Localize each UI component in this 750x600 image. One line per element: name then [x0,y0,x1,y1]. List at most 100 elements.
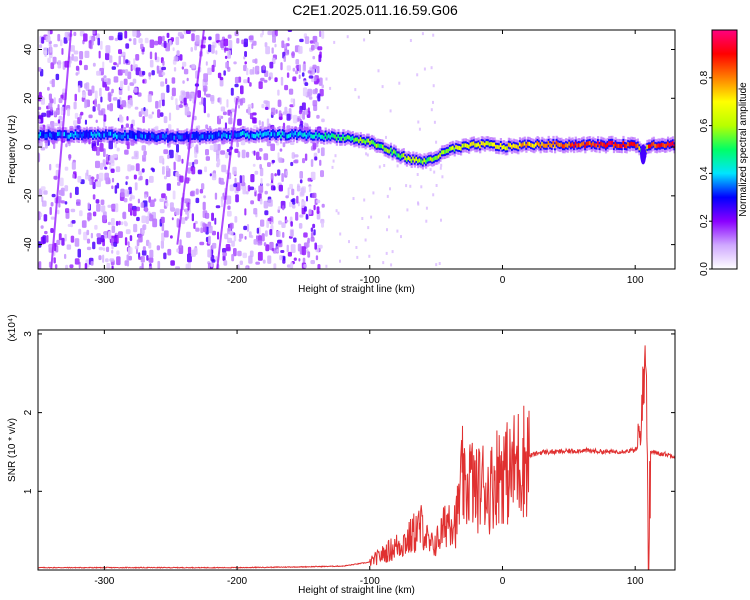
ridge-core [362,139,366,143]
noise-speckle [223,38,229,47]
noise-speckle [293,257,297,261]
noise-speckle [116,250,120,255]
noise-speckle [129,197,132,202]
noise-speckle [298,258,301,262]
ridge-core [444,150,447,154]
ridge-core [302,133,305,138]
ridge-core [342,134,345,139]
noise-speckle [310,227,314,232]
noise-speckle [64,201,68,205]
noise-speckle [176,248,179,253]
ridge-core [418,158,421,163]
noise-speckle [284,106,288,115]
noise-speckle [242,175,245,183]
noise-speckle [43,214,48,222]
noise-speckle [366,153,369,157]
noise-speckle [364,238,367,242]
noise-speckle [290,98,294,103]
noise-speckle [267,199,273,207]
ridge-core [205,135,208,140]
noise-speckle [44,230,48,235]
noise-speckle [83,33,88,42]
noise-speckle [102,254,105,263]
ridge-core [480,141,483,146]
noise-speckle [109,258,115,262]
ridge-core [468,144,471,149]
noise-speckle [197,90,201,98]
noise-speckle [163,205,166,209]
ridge-core [53,134,57,139]
ridge-core [466,144,469,148]
ridge-core [589,141,592,146]
noise-speckle [244,236,247,240]
noise-speckle [199,241,205,246]
ridge-core [512,143,515,148]
noise-speckle [105,258,109,263]
noise-speckle [234,216,238,223]
noise-speckle [208,225,213,234]
ridge-core [389,147,393,152]
noise-speckle [220,181,225,185]
noise-speckle [98,50,101,59]
ridge-core [313,134,316,139]
noise-speckle [208,235,211,245]
noise-speckle [283,56,286,62]
noise-speckle [416,173,419,176]
noise-speckle [217,143,221,151]
ridge-core [334,134,337,139]
ridge-core [272,131,275,136]
noise-speckle [68,154,71,161]
noise-speckle [92,30,96,35]
noise-speckle [316,65,320,74]
noise-speckle [73,56,78,62]
ridge-core [375,143,378,148]
noise-speckle [305,213,308,220]
noise-speckle [227,34,232,39]
noise-speckle [302,110,305,120]
noise-speckle [194,220,198,225]
noise-speckle [258,185,264,193]
noise-speckle [286,264,291,268]
noise-speckle [38,67,42,72]
noise-speckle [310,260,315,265]
noise-speckle [301,200,306,208]
noise-speckle [115,166,121,173]
noise-speckle [134,245,139,250]
noise-speckle [124,189,130,197]
noise-speckle [171,217,174,221]
noise-speckle [339,259,341,263]
noise-speckle [159,155,164,164]
noise-speckle [160,81,165,87]
noise-speckle [225,244,231,251]
noise-speckle [432,193,435,197]
noise-speckle [289,201,293,208]
noise-speckle [260,77,265,81]
noise-speckle [205,81,208,86]
noise-speckle [317,46,323,51]
noise-speckle [239,175,242,184]
noise-speckle [319,159,322,166]
noise-speckle [295,211,299,221]
noise-speckle [262,259,266,264]
ridge-core [426,157,429,162]
noise-speckle [293,237,297,243]
colorbar-tick-label: 0.4 [699,166,710,180]
noise-speckle [97,37,100,46]
noise-speckle [268,76,271,81]
ridge-core [541,141,544,146]
noise-speckle [94,224,98,230]
noise-speckle [203,105,206,114]
noise-speckle [184,216,188,221]
ridge-core [112,133,115,138]
noise-speckle [182,80,185,84]
ridge-core [38,134,41,139]
noise-speckle [166,32,170,38]
x-axis-label: Height of straight line (km) [298,284,415,295]
noise-speckle [215,256,218,262]
noise-speckle [60,39,63,47]
noise-speckle [111,66,116,70]
ridge-core [281,131,284,136]
noise-speckle [236,182,241,192]
colorbar-tick-label: 0.6 [699,118,710,132]
